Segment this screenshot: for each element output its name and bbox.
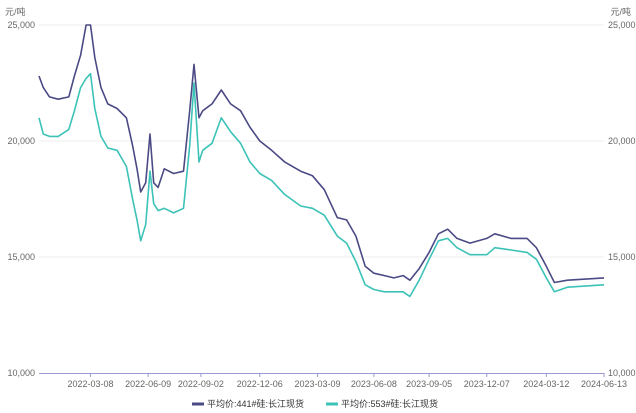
y-tick-label-left: 25,000 bbox=[7, 20, 35, 30]
x-tick-label: 2022-06-09 bbox=[125, 379, 171, 389]
y-unit-right: 元/吨 bbox=[610, 6, 631, 17]
series-line-441 bbox=[38, 24, 605, 284]
x-tick-label: 2023-09-05 bbox=[406, 379, 452, 389]
legend: 平均价:441#硅:长江现货 平均价:553#硅:长江现货 bbox=[192, 398, 438, 409]
y-tick-label-left: 20,000 bbox=[7, 136, 35, 146]
x-tick-label: 2024-03-12 bbox=[523, 379, 569, 389]
grid-layer bbox=[39, 24, 604, 258]
axis-layer: 10,000 10,000 15,000 15,000 20,000 20,000 25,0… bbox=[7, 20, 635, 389]
x-tick-label: 2023-06-08 bbox=[351, 379, 397, 389]
series-layer bbox=[38, 24, 605, 298]
y-tick-label-right: 20,000 bbox=[608, 136, 636, 146]
x-tick-label: 2022-03-08 bbox=[67, 379, 113, 389]
x-tick-label: 2022-12-06 bbox=[237, 379, 283, 389]
y-unit-left: 元/吨 bbox=[5, 6, 26, 17]
x-tick-label: 2023-03-09 bbox=[294, 379, 340, 389]
x-tick-label: 2022-09-02 bbox=[178, 379, 224, 389]
y-tick-label-right: 10,000 bbox=[608, 368, 636, 378]
x-tick-label: 2024-06-13 bbox=[581, 379, 627, 389]
y-tick-label-right: 15,000 bbox=[608, 252, 636, 262]
x-tick-label: 2023-12-07 bbox=[464, 379, 510, 389]
legend-label-441: 平均价:441#硅:长江现货 bbox=[207, 398, 304, 409]
series-line-553 bbox=[38, 72, 605, 298]
y-tick-label-left: 10,000 bbox=[7, 368, 35, 378]
y-tick-label-left: 15,000 bbox=[7, 252, 35, 262]
legend-label-553: 平均价:553#硅:长江现货 bbox=[341, 398, 438, 409]
y-tick-label-right: 25,000 bbox=[608, 20, 636, 30]
